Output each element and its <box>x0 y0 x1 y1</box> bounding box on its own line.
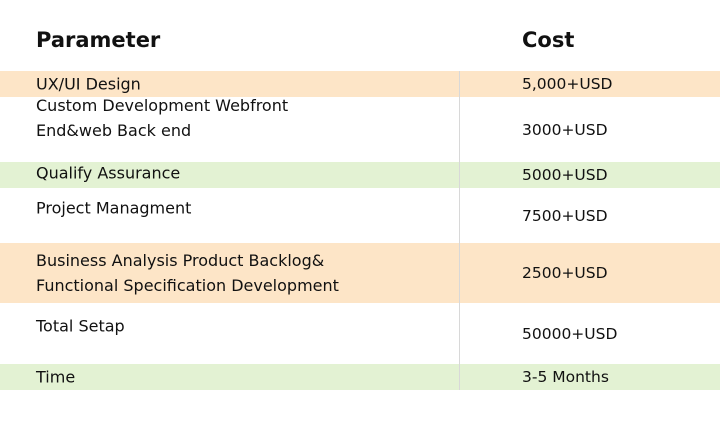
parameter-cell: Qualify Assurance <box>36 163 181 183</box>
cost-cell: 5000+USD <box>522 166 608 184</box>
parameter-cell: Time <box>36 367 76 387</box>
cost-cell: 5,000+USD <box>522 75 613 93</box>
parameter-cell: Custom Development Webfront End&web Back… <box>36 95 289 140</box>
header-cost: Cost <box>522 28 575 52</box>
table-row: UX/UI Design 5,000+USD <box>0 71 720 97</box>
header-parameter: Parameter <box>36 28 161 52</box>
table-row: Total Setap 50000+USD <box>0 303 720 364</box>
table-row: Time 3-5 Months <box>0 364 720 390</box>
parameter-cell: Project Managment <box>36 198 192 217</box>
table-row: Qualify Assurance 5000+USD <box>0 162 720 188</box>
table-row: Business Analysis Product Backlog& Funct… <box>0 243 720 303</box>
cost-cell: 7500+USD <box>522 206 608 225</box>
cost-cell: 2500+USD <box>522 264 608 282</box>
parameter-cell: Business Analysis Product Backlog& Funct… <box>36 251 339 295</box>
parameter-cell: Total Setap <box>36 316 125 335</box>
cost-cell: 3000+USD <box>522 120 608 139</box>
column-divider <box>459 71 460 390</box>
cost-cell: 3-5 Months <box>522 368 609 386</box>
table-row: Custom Development Webfront End&web Back… <box>0 96 720 162</box>
table-row: Project Managment 7500+USD <box>0 188 720 243</box>
cost-cell: 50000+USD <box>522 324 618 343</box>
parameter-cell: UX/UI Design <box>36 74 141 94</box>
